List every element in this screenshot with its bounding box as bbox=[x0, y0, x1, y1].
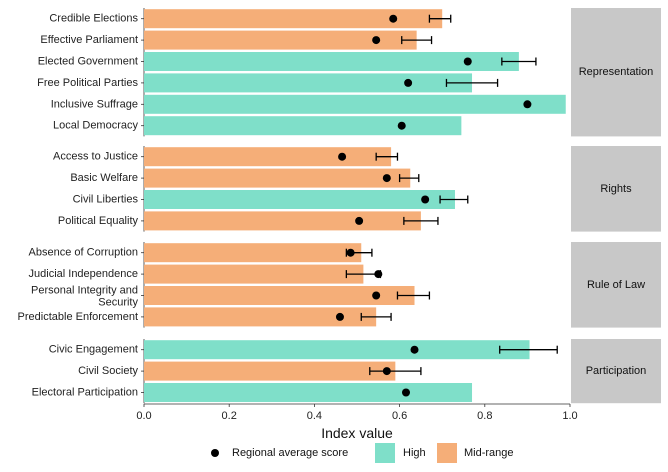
y-tick-label: Personal Integrity and Security bbox=[31, 285, 139, 309]
facet-strip bbox=[571, 146, 661, 232]
facet-strip-label: Participation bbox=[586, 365, 647, 377]
panel-rule-of-law: Absence of Corruption Judicial Independen… bbox=[18, 242, 661, 328]
chart-panels: Credible Elections Effective Parliament El… bbox=[18, 8, 661, 404]
legend-swatch-high bbox=[375, 443, 395, 463]
error-bar bbox=[445, 78, 499, 87]
error-bar bbox=[501, 57, 537, 66]
bar bbox=[144, 361, 396, 381]
y-tick-label: Judicial Independence bbox=[29, 268, 138, 280]
error-bar bbox=[403, 216, 439, 225]
x-tick-label: 1.0 bbox=[562, 410, 577, 422]
x-tick-label: 0.6 bbox=[392, 410, 407, 422]
error-bar bbox=[439, 195, 469, 204]
facet-strip bbox=[571, 242, 661, 328]
legend: Regional average score High Mid-range bbox=[211, 443, 514, 463]
bar bbox=[144, 30, 417, 50]
average-point bbox=[410, 345, 419, 354]
average-point bbox=[335, 312, 344, 321]
y-tick-label: Political Equality bbox=[58, 215, 139, 227]
error-bar bbox=[428, 14, 452, 23]
average-point bbox=[404, 78, 413, 87]
average-point bbox=[523, 100, 532, 109]
bar bbox=[144, 168, 411, 188]
average-point bbox=[374, 270, 383, 279]
panel-representation: Credible Elections Effective Parliament El… bbox=[37, 8, 661, 137]
error-bar bbox=[360, 312, 392, 321]
y-tick-label: Civic Engagement bbox=[49, 344, 138, 356]
y-tick-label: Electoral Participation bbox=[32, 387, 138, 399]
bar bbox=[144, 94, 566, 114]
bar bbox=[144, 286, 415, 305]
average-point bbox=[382, 174, 391, 183]
x-tick-label: 0.4 bbox=[307, 410, 322, 422]
facet-strip bbox=[571, 8, 661, 137]
bar bbox=[144, 52, 519, 71]
y-tick-label: Access to Justice bbox=[53, 151, 138, 163]
error-bar bbox=[499, 345, 558, 354]
y-tick-label: Predictable Enforcement bbox=[18, 311, 138, 323]
y-tick-label: Elected Government bbox=[38, 56, 138, 68]
bar bbox=[144, 340, 530, 360]
y-tick-label: Inclusive Suffrage bbox=[51, 98, 138, 110]
y-tick-label: Absence of Corruption bbox=[29, 247, 138, 259]
error-bar bbox=[398, 174, 420, 183]
average-point bbox=[355, 216, 364, 225]
y-tick-label: Civil Liberties bbox=[73, 194, 139, 206]
y-tick-label: Civil Society bbox=[78, 365, 138, 377]
bar bbox=[144, 307, 377, 327]
y-tick-label: Free Political Parties bbox=[37, 77, 138, 89]
legend-label: Mid-range bbox=[464, 447, 514, 459]
bar bbox=[144, 383, 473, 402]
error-bar bbox=[401, 36, 433, 45]
legend-point-marker bbox=[211, 449, 219, 457]
facet-strip-label: Representation bbox=[579, 66, 654, 78]
x-tick-label: 0.8 bbox=[477, 410, 492, 422]
bar bbox=[144, 190, 455, 209]
facet-strip bbox=[571, 339, 661, 404]
legend-swatch-mid-range bbox=[437, 443, 457, 463]
bar bbox=[144, 243, 362, 263]
facet-strip-label: Rights bbox=[600, 183, 632, 195]
bar bbox=[144, 9, 443, 29]
average-point bbox=[382, 367, 391, 376]
legend-label: High bbox=[403, 447, 426, 459]
bar bbox=[144, 116, 462, 136]
x-tick-label: 0.2 bbox=[222, 410, 237, 422]
error-bar bbox=[375, 152, 399, 161]
legend-label: Regional average score bbox=[232, 447, 348, 459]
error-bar bbox=[369, 367, 422, 376]
y-tick-label: Basic Welfare bbox=[70, 172, 138, 184]
x-axis: 0.0 0.2 0.4 0.6 0.8 1.0 bbox=[136, 403, 578, 422]
average-point bbox=[463, 57, 472, 66]
bar bbox=[144, 264, 364, 284]
average-point bbox=[346, 248, 355, 257]
average-point bbox=[389, 14, 398, 23]
average-point bbox=[338, 152, 347, 161]
average-point bbox=[397, 121, 406, 130]
average-point bbox=[401, 388, 410, 397]
average-point bbox=[372, 36, 381, 45]
average-point bbox=[372, 291, 381, 300]
x-axis-title: Index value bbox=[321, 425, 393, 441]
y-tick-label: Credible Elections bbox=[49, 13, 138, 25]
bar bbox=[144, 73, 473, 93]
average-point bbox=[421, 195, 430, 204]
x-tick-label: 0.0 bbox=[136, 410, 151, 422]
facet-strip-label: Rule of Law bbox=[587, 279, 645, 291]
y-tick-label: Local Democracy bbox=[53, 120, 138, 132]
y-tick-label: Effective Parliament bbox=[40, 34, 138, 46]
bar bbox=[144, 211, 421, 231]
panel-participation: Civic Engagement Civil Society Electoral P… bbox=[32, 339, 661, 404]
panel-rights: Access to Justice Basic Welfare Civil Libe… bbox=[53, 146, 661, 232]
bar bbox=[144, 147, 392, 167]
error-bar bbox=[396, 291, 431, 300]
